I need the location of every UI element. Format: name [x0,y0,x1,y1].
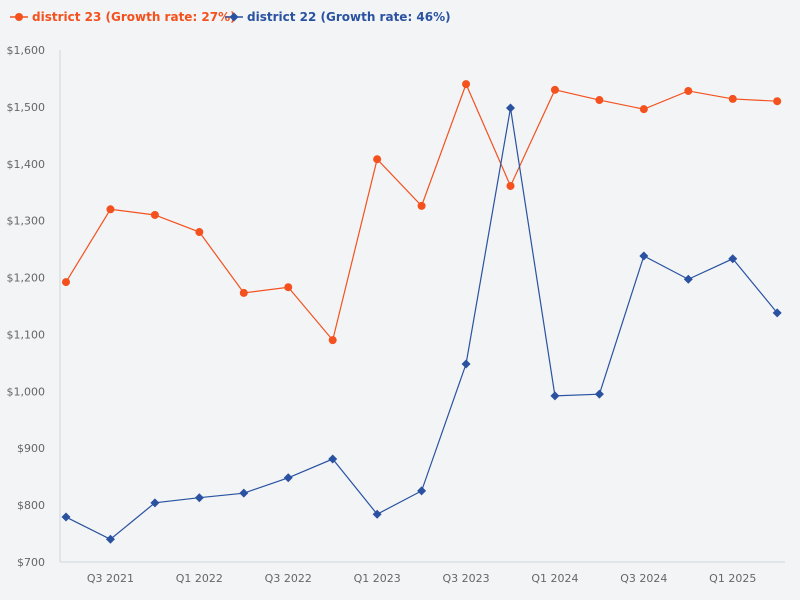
data-point [506,181,515,190]
data-point [506,103,515,113]
y-tick-label: $1,100 [7,328,46,341]
x-tick-label: Q1 2022 [176,572,223,585]
data-point [328,336,337,345]
x-tick-label: Q3 2023 [442,572,489,585]
data-point [683,274,693,284]
y-tick-label: $1,400 [7,158,46,171]
data-point [283,473,293,483]
legend-marker-diamond-icon [229,12,239,22]
y-tick-label: $700 [17,556,45,569]
data-point [328,454,338,464]
data-point [417,201,426,210]
x-tick-label: Q1 2025 [709,572,756,585]
data-point [550,85,559,94]
x-tick-label: Q3 2021 [87,572,134,585]
data-point [239,288,248,297]
data-point [684,86,693,95]
data-point [595,96,604,105]
data-point [461,359,471,369]
legend-marker-circle-icon [15,13,23,21]
series-line-2 [65,107,778,540]
data-point [194,493,204,503]
data-point [195,228,204,237]
data-point [239,488,249,498]
data-point [61,512,71,522]
series-line-1 [65,82,778,342]
data-point [106,205,115,214]
data-point [417,486,427,496]
y-tick-label: $1,500 [7,101,46,114]
y-tick-label: $1,300 [7,215,46,228]
data-point [373,155,382,164]
x-tick-label: Q1 2023 [354,572,401,585]
x-tick-label: Q3 2022 [265,572,312,585]
data-point [639,251,649,261]
x-tick-label: Q3 2024 [620,572,667,585]
data-point [150,210,159,219]
data-point [462,80,471,89]
y-tick-label: $1,200 [7,272,46,285]
data-point [150,498,160,508]
y-tick-label: $1,000 [7,385,46,398]
data-point [372,509,382,519]
data-point [62,278,70,287]
data-point [773,97,782,106]
data-point [728,94,737,103]
data-point [105,534,115,544]
y-tick-label: $1,600 [7,44,46,57]
data-point [284,283,293,292]
y-tick-label: $900 [17,442,45,455]
data-point [728,254,738,264]
data-point [639,105,648,114]
y-tick-label: $800 [17,499,45,512]
data-point [594,389,604,399]
legend-label: district 23 (Growth rate: 27%) [32,10,236,24]
data-point [550,391,560,401]
x-tick-label: Q1 2024 [531,572,578,585]
legend-label: district 22 (Growth rate: 46%) [247,10,451,24]
data-point [772,308,782,318]
